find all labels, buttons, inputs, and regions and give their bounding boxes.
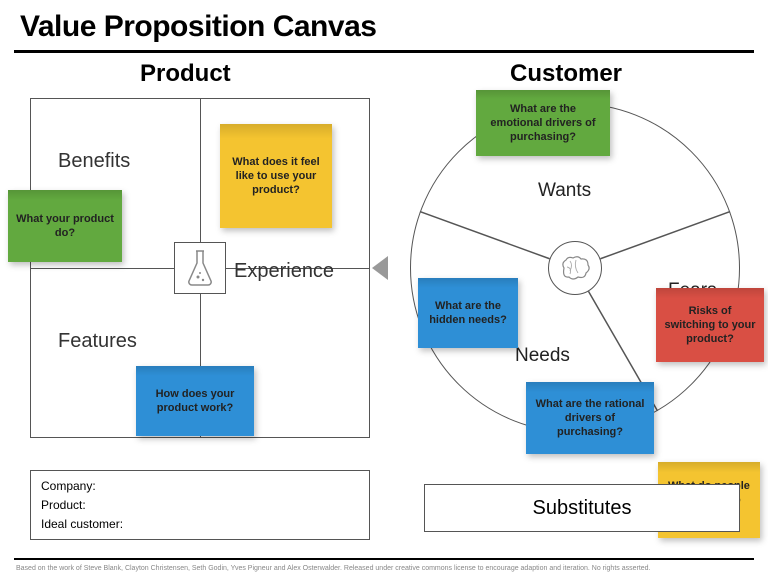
attribution-text: Based on the work of Steve Blank, Clayto… xyxy=(16,565,651,572)
label-benefits: Benefits xyxy=(58,150,130,173)
info-product: Product: xyxy=(41,496,359,515)
sticky-fears-note: Risks of switching to your product? xyxy=(656,288,764,362)
divider-bottom xyxy=(14,558,754,560)
sticky-features-note: How does your product work? xyxy=(136,366,254,436)
label-experience: Experience xyxy=(234,260,334,283)
pointer-icon xyxy=(372,256,388,280)
brain-icon xyxy=(548,241,602,295)
sticky-needs-rational: What are the rational drivers of purchas… xyxy=(526,382,654,454)
section-product: Product xyxy=(140,60,231,88)
label-features: Features xyxy=(58,330,137,353)
sticky-wants-note: What are the emotional drivers of purcha… xyxy=(476,90,610,156)
substitutes-box: Substitutes xyxy=(424,484,740,532)
info-box: Company: Product: Ideal customer: xyxy=(30,470,370,540)
label-needs: Needs xyxy=(515,345,570,367)
flask-icon xyxy=(174,242,226,294)
section-customer: Customer xyxy=(510,60,622,88)
label-wants: Wants xyxy=(538,180,591,202)
info-ideal: Ideal customer: xyxy=(41,515,359,534)
sticky-experience-note: What does it feel like to use your produ… xyxy=(220,124,332,228)
info-company: Company: xyxy=(41,477,359,496)
sticky-needs-hidden: What are the hidden needs? xyxy=(418,278,518,348)
divider-top xyxy=(14,50,754,53)
sticky-benefits-note: What your product do? xyxy=(8,190,122,262)
page-title: Value Proposition Canvas xyxy=(0,0,768,50)
